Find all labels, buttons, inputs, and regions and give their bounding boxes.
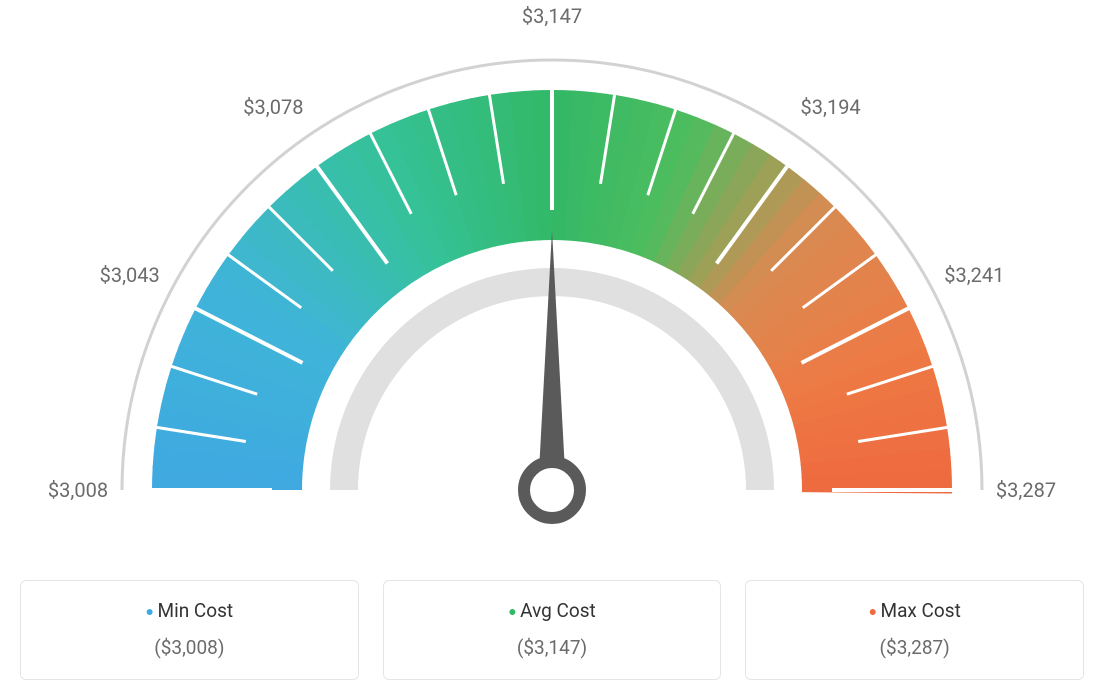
legend-card-avg: Avg Cost ($3,147) (383, 580, 722, 680)
legend-card-min: Min Cost ($3,008) (20, 580, 359, 680)
tick-label: $3,241 (944, 263, 1004, 287)
tick-label: $3,194 (801, 95, 861, 119)
legend-value-max: ($3,287) (746, 636, 1083, 659)
legend-title-min: Min Cost (21, 599, 358, 622)
legend-value-avg: ($3,147) (384, 636, 721, 659)
legend-title-avg: Avg Cost (384, 599, 721, 622)
needle-hub (524, 462, 580, 518)
gauge-wrap: $3,008$3,043$3,078$3,147$3,194$3,241$3,2… (20, 20, 1084, 560)
legend-card-max: Max Cost ($3,287) (745, 580, 1084, 680)
tick-label: $3,043 (100, 263, 160, 287)
tick-label: $3,147 (522, 4, 582, 28)
legend-row: Min Cost ($3,008) Avg Cost ($3,147) Max … (20, 580, 1084, 680)
legend-title-max: Max Cost (746, 599, 1083, 622)
tick-label: $3,008 (48, 478, 108, 502)
gauge-svg (20, 20, 1084, 560)
legend-value-min: ($3,008) (21, 636, 358, 659)
tick-label: $3,078 (243, 95, 303, 119)
tick-label: $3,287 (996, 478, 1056, 502)
gauge-chart-container: $3,008$3,043$3,078$3,147$3,194$3,241$3,2… (20, 20, 1084, 680)
